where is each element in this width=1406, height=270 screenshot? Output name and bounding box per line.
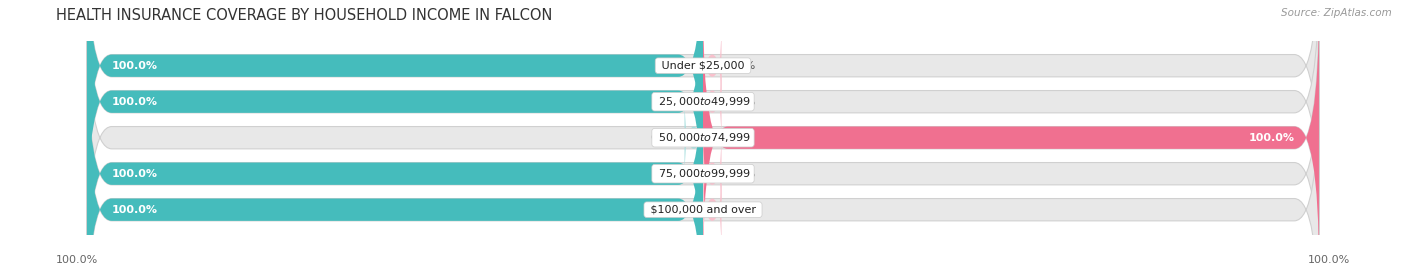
Text: 100.0%: 100.0%: [1249, 133, 1295, 143]
FancyBboxPatch shape: [87, 0, 1319, 235]
FancyBboxPatch shape: [87, 5, 1319, 270]
Text: 0.0%: 0.0%: [728, 97, 756, 107]
FancyBboxPatch shape: [87, 0, 703, 235]
Text: 100.0%: 100.0%: [111, 205, 157, 215]
FancyBboxPatch shape: [703, 59, 721, 144]
Text: 100.0%: 100.0%: [1308, 255, 1350, 265]
Text: 100.0%: 100.0%: [111, 169, 157, 179]
FancyBboxPatch shape: [87, 0, 703, 198]
Text: 100.0%: 100.0%: [56, 255, 98, 265]
FancyBboxPatch shape: [87, 77, 1319, 270]
Text: 100.0%: 100.0%: [111, 61, 157, 71]
Text: 0.0%: 0.0%: [728, 61, 756, 71]
Text: $25,000 to $49,999: $25,000 to $49,999: [655, 95, 751, 108]
FancyBboxPatch shape: [703, 5, 1319, 270]
FancyBboxPatch shape: [87, 0, 1319, 198]
FancyBboxPatch shape: [87, 41, 1319, 270]
Text: HEALTH INSURANCE COVERAGE BY HOUSEHOLD INCOME IN FALCON: HEALTH INSURANCE COVERAGE BY HOUSEHOLD I…: [56, 8, 553, 23]
Text: Source: ZipAtlas.com: Source: ZipAtlas.com: [1281, 8, 1392, 18]
FancyBboxPatch shape: [703, 167, 721, 252]
FancyBboxPatch shape: [87, 77, 703, 270]
Text: 100.0%: 100.0%: [111, 97, 157, 107]
FancyBboxPatch shape: [703, 23, 721, 109]
FancyBboxPatch shape: [87, 41, 703, 270]
Text: $50,000 to $74,999: $50,000 to $74,999: [655, 131, 751, 144]
Text: 0.0%: 0.0%: [728, 205, 756, 215]
FancyBboxPatch shape: [703, 131, 721, 217]
Text: Under $25,000: Under $25,000: [658, 61, 748, 71]
Text: 0.0%: 0.0%: [728, 169, 756, 179]
Text: 0.0%: 0.0%: [650, 133, 678, 143]
Text: $75,000 to $99,999: $75,000 to $99,999: [655, 167, 751, 180]
Text: $100,000 and over: $100,000 and over: [647, 205, 759, 215]
FancyBboxPatch shape: [685, 95, 703, 181]
